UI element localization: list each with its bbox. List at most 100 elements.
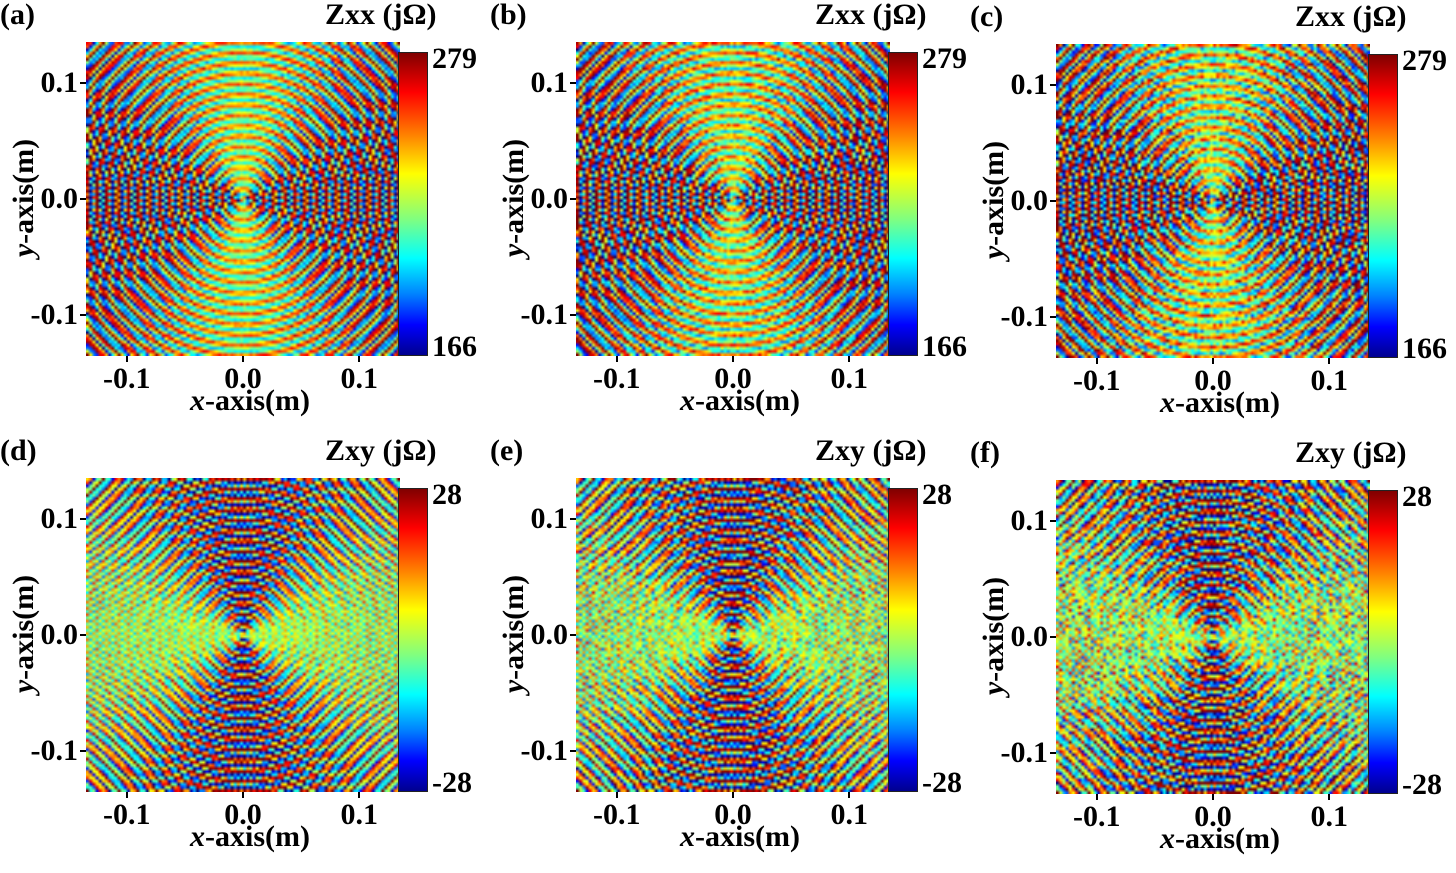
colorbar-title: Zxx (jΩ) (815, 0, 927, 31)
y-axis-label-italic: y (7, 679, 40, 694)
y-tick-mark (80, 750, 86, 753)
colorbar-min-label: -28 (922, 766, 962, 799)
y-tick-label: 0.0 (1010, 184, 1049, 217)
colorbar (1368, 490, 1398, 794)
y-tick-mark (80, 634, 86, 636)
colorbar-title: Zxy (jΩ) (815, 434, 927, 467)
x-axis-label: x-axis(m) (1110, 388, 1330, 418)
y-axis-label-italic: y (497, 243, 530, 258)
y-tick-mark (570, 517, 576, 520)
y-axis-label-italic: y (977, 245, 1010, 260)
panel-b: (b) Zxx (jΩ) 279 166 0.1 0.0 -0.1 -0.1 0.0 0.1 x-a… (490, 0, 975, 435)
x-tick-mark (1328, 794, 1331, 800)
y-tick-mark (570, 314, 576, 317)
y-axis-label-rest: -axis(m) (977, 576, 1010, 682)
y-tick-label: 0.1 (40, 65, 79, 99)
y-tick-mark (570, 198, 576, 200)
y-tick-label: -0.1 (1000, 300, 1049, 334)
heatmap-b (576, 42, 890, 356)
y-tick-mark (80, 517, 86, 520)
y-axis-label-rest: -axis(m) (7, 574, 40, 680)
y-tick-label: -0.1 (1000, 736, 1049, 770)
x-tick-label: 0.1 (1310, 800, 1349, 833)
x-tick-mark (1095, 358, 1098, 364)
x-tick-label: -0.1 (1072, 800, 1121, 833)
y-tick-label: 0.0 (1010, 620, 1049, 653)
y-tick-mark (570, 750, 576, 753)
heatmap-d (86, 478, 400, 792)
x-tick-label: 0.0 (714, 798, 752, 831)
y-tick-label: -0.1 (520, 734, 569, 768)
y-tick-mark (1050, 316, 1056, 319)
y-axis-label: y-axis(m) (497, 88, 530, 308)
colorbar-title: Zxx (jΩ) (325, 0, 437, 31)
x-axis-label-rest: -axis(m) (205, 384, 310, 417)
y-tick-mark (570, 81, 576, 84)
y-tick-label: 0.1 (40, 501, 79, 535)
y-tick-label: 0.1 (1010, 503, 1049, 537)
y-axis-label: y-axis(m) (977, 90, 1010, 310)
colorbar-min-label: -28 (432, 766, 472, 799)
x-tick-label: 0.0 (224, 362, 262, 395)
y-tick-label: 0.1 (1010, 67, 1049, 101)
x-axis-label-italic: x (190, 820, 205, 853)
x-tick-label: -0.1 (1072, 364, 1121, 397)
x-tick-label: 0.1 (340, 798, 379, 831)
x-axis-label-italic: x (680, 384, 695, 417)
colorbar (398, 52, 428, 356)
x-tick-label: 0.0 (224, 798, 262, 831)
y-tick-label: 0.0 (40, 618, 79, 651)
y-axis-label-italic: y (497, 679, 530, 694)
y-tick-label: 0.0 (40, 182, 79, 215)
x-tick-mark (1212, 358, 1214, 364)
y-tick-mark (1050, 83, 1056, 86)
x-tick-label: -0.1 (592, 362, 641, 395)
x-tick-mark (358, 792, 361, 798)
x-tick-mark (1212, 794, 1214, 800)
x-axis-label: x-axis(m) (630, 386, 850, 416)
x-tick-mark (242, 356, 244, 362)
x-tick-label: 0.0 (1194, 800, 1232, 833)
x-tick-mark (848, 356, 851, 362)
colorbar (888, 488, 918, 792)
colorbar-min-label: 166 (432, 330, 477, 363)
y-tick-mark (1050, 752, 1056, 755)
y-axis-label-rest: -axis(m) (497, 574, 530, 680)
panel-label-e: (e) (490, 434, 524, 467)
panel-a: (a) Zxx (jΩ) 279 166 0.1 0.0 -0.1 -0.1 0.0 0.1 x-a… (0, 0, 485, 435)
x-tick-mark (1095, 794, 1098, 800)
x-axis-label-rest: -axis(m) (1175, 822, 1280, 855)
x-axis-label-italic: x (1160, 386, 1175, 419)
y-tick-label: -0.1 (30, 298, 79, 332)
colorbar (398, 488, 428, 792)
panel-label-c: (c) (970, 0, 1004, 33)
x-axis-label-rest: -axis(m) (695, 384, 800, 417)
y-axis-label: y-axis(m) (497, 524, 530, 744)
y-tick-mark (1050, 636, 1056, 638)
x-tick-label: -0.1 (102, 362, 151, 395)
y-tick-mark (80, 314, 86, 317)
x-tick-mark (125, 356, 128, 362)
x-tick-mark (615, 792, 618, 798)
panel-c: (c) Zxx (jΩ) 279 166 0.1 0.0 -0.1 -0.1 0.0 0.1 x-a… (970, 2, 1455, 437)
y-tick-label: 0.1 (530, 501, 569, 535)
x-axis-label: x-axis(m) (140, 386, 360, 416)
x-tick-label: 0.0 (1194, 364, 1232, 397)
y-tick-label: 0.1 (530, 65, 569, 99)
colorbar-max-label: 28 (432, 478, 462, 511)
colorbar-max-label: 279 (922, 42, 967, 75)
heatmap-c (1056, 44, 1370, 358)
x-tick-mark (1328, 358, 1331, 364)
y-tick-mark (1050, 519, 1056, 522)
colorbar-title: Zxy (jΩ) (325, 434, 437, 467)
colorbar-max-label: 28 (1402, 480, 1432, 513)
x-tick-mark (242, 792, 244, 798)
y-tick-label: 0.0 (530, 182, 569, 215)
x-tick-label: 0.1 (340, 362, 379, 395)
x-tick-label: 0.0 (714, 362, 752, 395)
x-axis-label: x-axis(m) (140, 822, 360, 852)
colorbar-min-label: 166 (1402, 332, 1447, 365)
x-tick-mark (615, 356, 618, 362)
y-axis-label: y-axis(m) (977, 526, 1010, 746)
panel-label-f: (f) (970, 436, 1000, 469)
